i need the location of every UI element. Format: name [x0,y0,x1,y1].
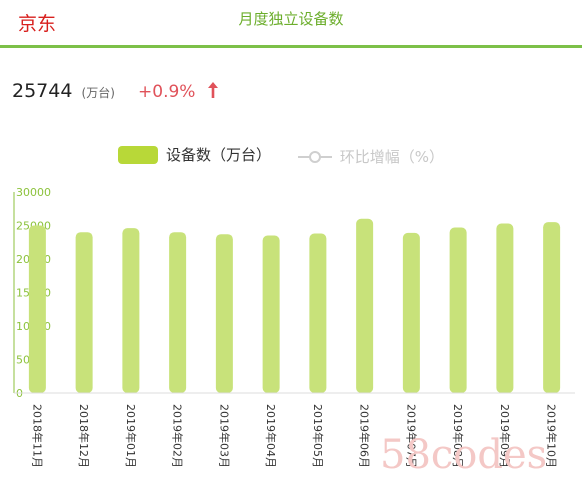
legend-item-bar[interactable]: 设备数（万台） [118,144,271,165]
legend-item-line[interactable]: 环比增幅（%） [297,146,445,167]
watermark: 58codes [380,432,548,478]
bar[interactable] [309,233,327,393]
x-tick-label: 2019年10月 [545,404,559,468]
y-tick-label: 30000 [16,186,51,199]
x-axis: 2018年11月 2018年12月 2019年01月 2019年02月 2019年03月… [14,392,575,468]
x-tick-label: 2018年11月 [30,404,44,468]
page-title: 月度独立设备数 [238,10,344,28]
bar[interactable] [543,222,561,393]
kpi-unit: (万台) [81,86,115,100]
bar[interactable] [449,227,467,393]
legend-line-marker-icon [297,150,332,163]
bar[interactable] [262,235,280,393]
kpi-value: 25744 [12,80,73,102]
legend-line-label: 环比增幅（%） [339,148,445,166]
x-tick-label: 2018年12月 [77,404,91,468]
x-tick-label: 2019年04月 [264,404,278,468]
bar[interactable] [169,232,187,393]
x-tick-label: 2019年03月 [217,404,231,468]
x-tick-label: 2019年01月 [124,404,138,468]
x-tick-label: 2019年07月 [404,404,418,468]
x-tick-label: 2019年06月 [358,404,372,468]
bar[interactable] [75,232,93,393]
arrow-up-icon [207,81,219,103]
bars [28,218,561,394]
bar[interactable] [356,218,374,393]
x-tick-label: 2019年09月 [498,404,512,468]
bar[interactable] [28,225,46,394]
bar[interactable] [402,232,420,393]
x-tick-label: 2019年08月 [451,404,465,468]
chart-legend: 设备数（万台） 环比增幅（%） [118,144,444,168]
x-tick-label: 2019年02月 [171,404,185,468]
brand-logo: 京东 [18,13,57,35]
legend-bar-swatch [118,145,158,164]
header-divider [0,45,582,48]
bar[interactable] [496,223,514,393]
legend-bar-label: 设备数（万台） [166,146,272,164]
bar[interactable] [122,228,140,393]
kpi-summary: 25744 (万台) +0.9% [12,80,219,103]
bar[interactable] [215,234,233,393]
header: 京东 月度独立设备数 [0,0,582,48]
kpi-change: +0.9% [138,82,196,102]
x-tick-label: 2019年05月 [311,404,325,468]
